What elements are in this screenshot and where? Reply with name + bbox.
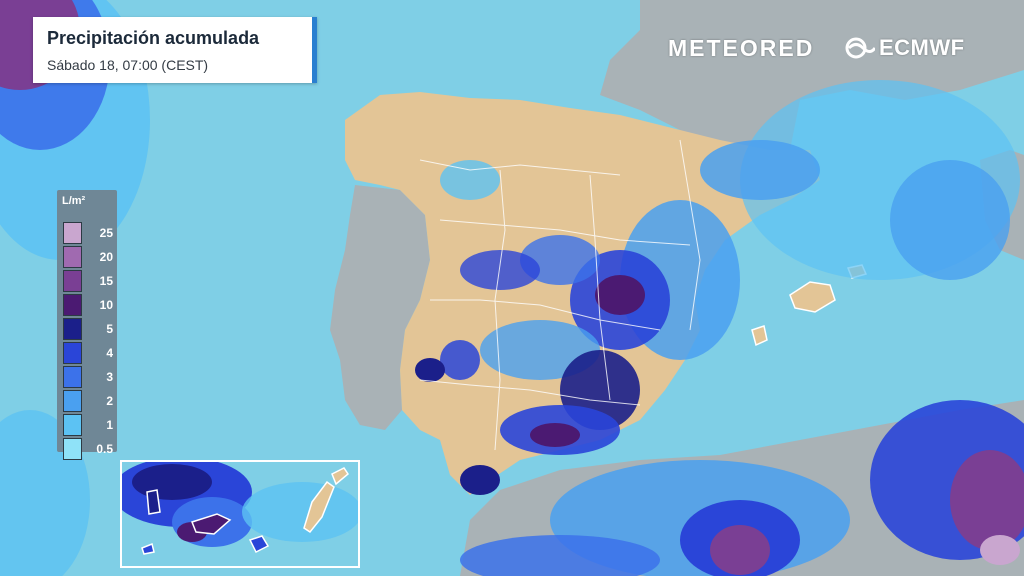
legend-label: 10 bbox=[99, 298, 113, 312]
meteored-logo: METEORED bbox=[668, 35, 815, 61]
legend-label: 1 bbox=[106, 418, 113, 432]
legend-swatch bbox=[63, 246, 82, 268]
lanzarote bbox=[331, 467, 349, 486]
legend-label: 2 bbox=[106, 394, 113, 408]
title-accent-bar bbox=[312, 17, 317, 83]
legend-swatch bbox=[63, 318, 82, 340]
fuerteventura bbox=[303, 480, 335, 534]
legend-swatch bbox=[63, 270, 82, 292]
el-hierro bbox=[141, 542, 155, 555]
legend-swatch bbox=[63, 222, 82, 244]
portugal-landmass bbox=[330, 185, 430, 430]
tenerife bbox=[191, 513, 232, 535]
france-landmass bbox=[600, 0, 1024, 160]
legend-swatch bbox=[63, 294, 82, 316]
legend-label: 5 bbox=[106, 322, 113, 336]
region-borders bbox=[419, 139, 701, 451]
legend-label: 20 bbox=[99, 250, 113, 264]
gran-canaria bbox=[248, 535, 270, 554]
legend-swatch bbox=[63, 438, 82, 460]
ibiza bbox=[751, 325, 768, 347]
legend-swatch bbox=[63, 414, 82, 436]
la-palma bbox=[146, 489, 161, 515]
legend-label: 15 bbox=[99, 274, 113, 288]
map-title: Precipitación acumulada bbox=[47, 28, 260, 48]
legend-swatch bbox=[63, 366, 82, 388]
title-panel: Precipitación acumulada Sábado 18, 07:00… bbox=[33, 17, 317, 83]
ecmwf-symbol-icon bbox=[845, 37, 875, 59]
ecmwf-text: ECMWF bbox=[879, 35, 965, 60]
legend-label: 0.5 bbox=[96, 442, 113, 456]
legend-swatch bbox=[63, 390, 82, 412]
map-subtitle: Sábado 18, 07:00 (CEST) bbox=[47, 57, 209, 73]
canary-islands-inset bbox=[120, 460, 360, 568]
legend-label: 3 bbox=[106, 370, 113, 384]
legend-label: 4 bbox=[106, 346, 113, 360]
canary-islands-map bbox=[122, 462, 358, 566]
precipitation-legend: L/m² 25 20 15 10 5 4 3 2 1 0.5 bbox=[57, 190, 117, 460]
ecmwf-logo: ECMWF bbox=[845, 35, 965, 61]
mallorca bbox=[789, 281, 836, 313]
legend-label: 25 bbox=[99, 226, 113, 240]
legend-swatch bbox=[63, 342, 82, 364]
legend-unit: L/m² bbox=[62, 195, 86, 207]
